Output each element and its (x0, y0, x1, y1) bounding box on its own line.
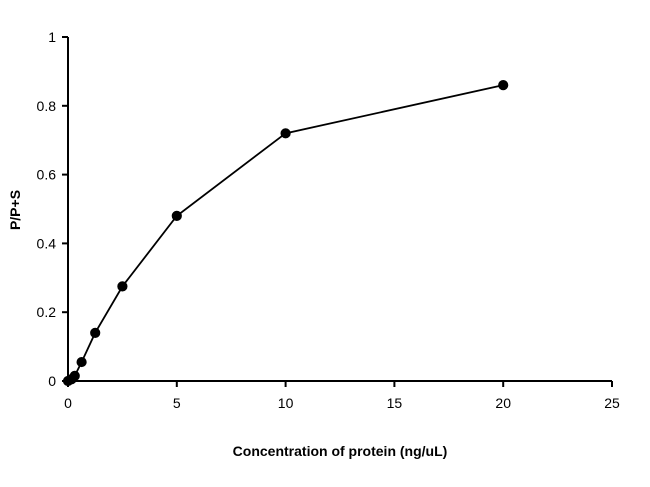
y-tick-label: 0.8 (37, 98, 57, 114)
series-1 (62, 80, 509, 387)
data-point (498, 80, 509, 91)
y-tick-label: 0 (48, 373, 56, 389)
data-point (76, 356, 87, 368)
y-tick-label: 0.6 (37, 167, 57, 183)
data-point (90, 327, 101, 338)
data-point (280, 128, 291, 139)
data-point (171, 210, 182, 221)
data-point (69, 370, 80, 381)
y-tick-label: 0.4 (37, 235, 57, 251)
y-tick-label: 0.2 (37, 304, 57, 320)
x-tick-label: 20 (495, 395, 511, 411)
axes (67, 37, 612, 382)
y-axis-title: P/P+S (7, 190, 23, 230)
y-axis-ticks: 0 0.2 0.4 0.6 0.8 1 (37, 29, 68, 389)
series-layer (62, 80, 509, 387)
x-axis-ticks: 0 5 10 15 20 25 (64, 381, 620, 411)
data-point (117, 281, 128, 292)
x-axis-title: Concentration of protein (ng/uL) (233, 443, 448, 459)
x-tick-label: 25 (604, 395, 620, 411)
x-tick-label: 5 (173, 395, 181, 411)
x-tick-label: 15 (387, 395, 403, 411)
x-tick-label: 0 (64, 395, 72, 411)
x-tick-label: 10 (278, 395, 294, 411)
y-tick-label: 1 (48, 29, 56, 45)
